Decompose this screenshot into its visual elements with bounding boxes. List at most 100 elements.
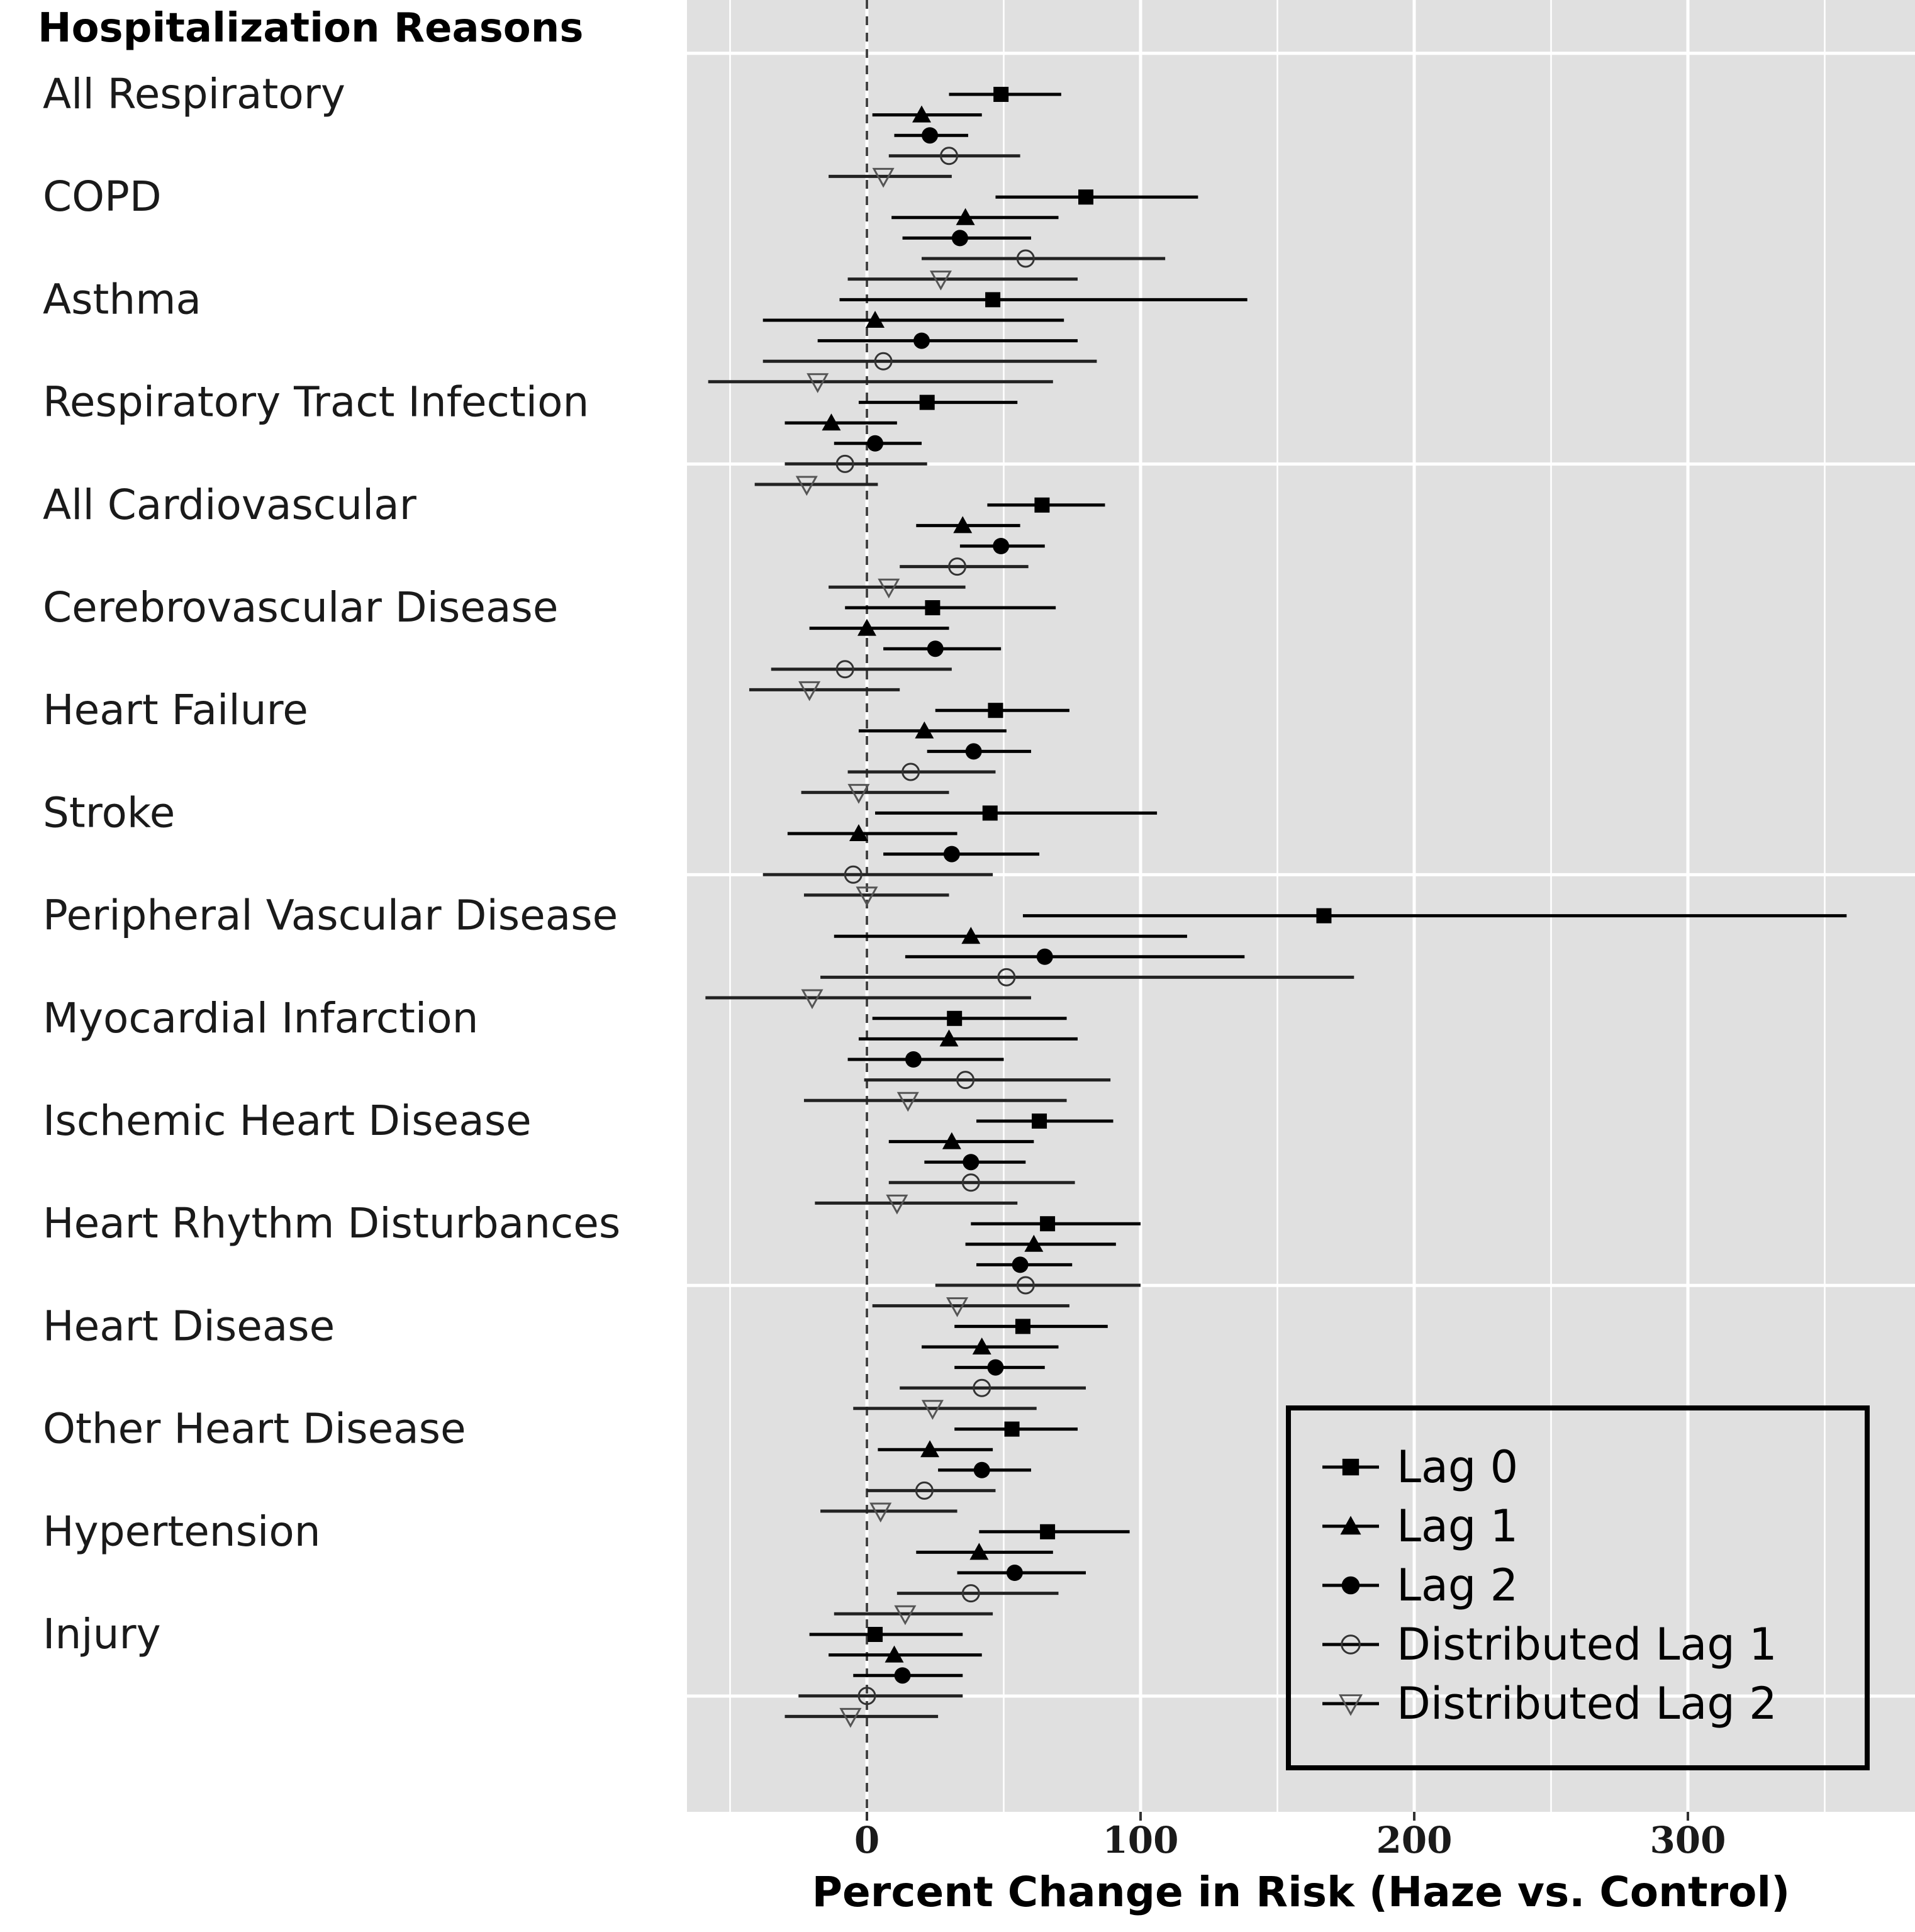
category-label: All Cardiovascular <box>43 481 417 529</box>
category-label: Ischemic Heart Disease <box>43 1097 532 1145</box>
marker-square <box>925 600 941 615</box>
marker-open-circle <box>874 352 893 371</box>
marker-triangle <box>942 1132 961 1149</box>
marker-open-triangle <box>869 1502 892 1523</box>
category-label: Cerebrovascular Disease <box>43 583 558 632</box>
marker-open-triangle <box>807 373 829 393</box>
marker-square <box>993 87 1009 102</box>
marker-open-circle <box>1341 1634 1361 1655</box>
legend-label: Distributed Lag 2 <box>1397 1678 1777 1729</box>
category-label: Respiratory Tract Infection <box>43 378 589 427</box>
marker-square <box>1040 1524 1056 1539</box>
category-label: Myocardial Infarction <box>43 994 478 1042</box>
marker-triangle <box>1340 1516 1361 1535</box>
marker-open-triangle <box>798 681 821 701</box>
marker-open-triangle <box>839 1707 862 1728</box>
marker-circle <box>1012 1256 1029 1273</box>
marker-square <box>1040 1216 1056 1232</box>
marker-open-triangle <box>872 167 895 188</box>
marker-triangle <box>822 413 841 431</box>
marker-circle <box>943 846 960 863</box>
marker-circle <box>1341 1576 1360 1595</box>
marker-open-triangle <box>921 1400 944 1420</box>
marker-open-circle <box>835 454 854 473</box>
marker-triangle <box>953 516 973 533</box>
legend: Lag 0 Lag 1 Lag 2 Distributed Lag 1 Distribu… <box>1286 1405 1870 1770</box>
marker-triangle <box>961 927 981 944</box>
marker-square <box>868 1627 883 1642</box>
marker-triangle <box>849 824 868 841</box>
legend-box <box>1286 1405 1870 1770</box>
marker-circle <box>894 1667 911 1684</box>
category-label: Stroke <box>43 788 175 837</box>
marker-circle <box>951 230 968 247</box>
marker-open-circle <box>997 968 1016 986</box>
category-label: Other Heart Disease <box>43 1405 466 1453</box>
marker-open-triangle <box>894 1605 917 1626</box>
marker-triangle <box>866 311 885 328</box>
marker-circle <box>867 435 884 452</box>
marker-triangle <box>885 1645 904 1663</box>
category-labels: All Respiratory COPD Asthma Respiratory Tra… <box>43 70 620 1658</box>
marker-square <box>982 805 998 821</box>
marker-square <box>1004 1421 1020 1437</box>
marker-open-circle <box>857 1687 876 1706</box>
marker-square <box>1342 1458 1359 1476</box>
category-label: Hypertension <box>43 1507 321 1556</box>
category-label: All Respiratory <box>43 70 345 118</box>
category-label: Heart Disease <box>43 1302 335 1350</box>
marker-triangle <box>915 721 934 739</box>
marker-square <box>985 292 1001 308</box>
marker-circle <box>1006 1565 1023 1581</box>
marker-open-triangle <box>801 989 824 1010</box>
marker-open-circle <box>902 762 920 781</box>
tick-label: 100 <box>1102 1819 1178 1862</box>
legend-label: Lag 1 <box>1397 1500 1518 1552</box>
marker-triangle <box>857 618 876 636</box>
marker-circle <box>922 127 939 144</box>
marker-square <box>919 394 935 410</box>
marker-open-triangle <box>929 271 952 291</box>
marker-open-circle <box>956 1071 975 1090</box>
category-label: Injury <box>43 1610 161 1658</box>
legend-label: Distributed Lag 1 <box>1397 1619 1777 1670</box>
marker-circle <box>987 1359 1004 1376</box>
marker-circle <box>963 1154 980 1171</box>
marker-square <box>1316 908 1332 924</box>
marker-circle <box>1036 948 1053 965</box>
marker-triangle <box>920 1440 940 1458</box>
tick-label: 200 <box>1376 1819 1452 1862</box>
marker-square <box>1034 497 1050 513</box>
category-label: Asthma <box>43 275 201 323</box>
marker-circle <box>927 640 944 657</box>
marker-circle <box>973 1461 990 1478</box>
marker-circle <box>905 1051 922 1068</box>
category-label: Heart Failure <box>43 686 308 734</box>
marker-open-circle <box>940 147 958 165</box>
marker-open-triangle <box>878 578 900 599</box>
marker-square <box>1078 189 1093 205</box>
marker-open-circle <box>835 660 854 679</box>
marker-open-triangle <box>795 476 818 496</box>
category-label: Peripheral Vascular Disease <box>43 891 618 940</box>
point-markers <box>795 87 1332 1728</box>
marker-open-triangle <box>946 1297 969 1317</box>
panel-background <box>687 0 1915 1812</box>
marker-circle <box>913 332 930 349</box>
marker-triangle <box>939 1029 959 1047</box>
marker-open-triangle <box>856 886 878 907</box>
tick-label: 300 <box>1650 1819 1726 1862</box>
marker-circle <box>993 538 1010 554</box>
x-axis-title: Percent Change in Risk (Haze vs. Control… <box>812 1868 1790 1916</box>
marker-triangle <box>972 1337 991 1354</box>
legend-label: Lag 0 <box>1397 1441 1518 1493</box>
marker-open-circle <box>961 1173 980 1192</box>
marker-open-circle <box>1016 1276 1035 1295</box>
marker-triangle <box>956 208 975 225</box>
marker-open-circle <box>973 1378 991 1397</box>
marker-open-circle <box>1016 249 1035 268</box>
category-label: COPD <box>43 172 162 221</box>
marker-triangle <box>969 1543 989 1560</box>
marker-open-triangle <box>847 784 870 804</box>
marker-open-circle <box>948 557 967 576</box>
